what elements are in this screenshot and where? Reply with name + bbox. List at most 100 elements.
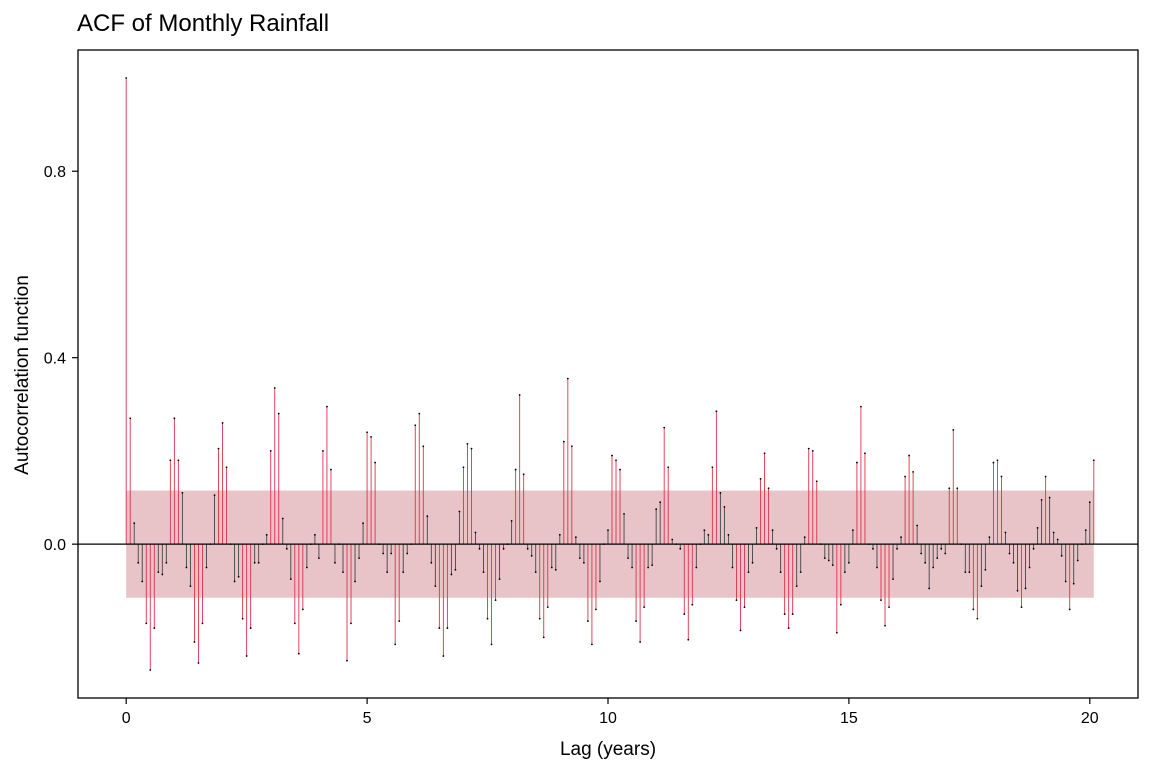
- acf-point: [233, 580, 236, 583]
- chart-title: ACF of Monthly Rainfall: [77, 10, 329, 37]
- acf-point: [510, 519, 513, 522]
- acf-point: [948, 487, 951, 490]
- acf-point: [530, 554, 533, 557]
- acf-point: [1092, 459, 1095, 462]
- acf-point: [265, 533, 268, 536]
- acf-point: [783, 613, 786, 615]
- acf-point: [623, 512, 625, 515]
- acf-point: [1068, 608, 1071, 611]
- acf-point: [1032, 547, 1035, 550]
- acf-point: [1024, 587, 1027, 590]
- acf-point: [892, 578, 894, 581]
- acf-point: [518, 394, 521, 396]
- acf-point: [474, 531, 477, 534]
- acf-point: [880, 599, 882, 602]
- acf-point: [920, 552, 923, 555]
- acf-point: [285, 547, 288, 550]
- acf-point: [558, 533, 561, 536]
- acf-point: [197, 662, 200, 664]
- acf-point: [803, 536, 806, 539]
- acf-point: [494, 599, 497, 602]
- acf-point: [940, 547, 943, 550]
- plot-frame: [77, 49, 1139, 699]
- acf-point: [1000, 475, 1003, 478]
- acf-point: [639, 641, 642, 643]
- acf-point: [566, 377, 569, 380]
- acf-point: [627, 557, 629, 560]
- acf-point: [149, 669, 152, 671]
- acf-point: [454, 568, 457, 571]
- acf-point: [799, 571, 802, 574]
- acf-point: [129, 417, 132, 420]
- acf-point: [864, 452, 866, 455]
- acf-point: [1088, 501, 1091, 504]
- acf-point: [470, 447, 473, 450]
- acf-point: [193, 641, 196, 643]
- acf-point: [751, 561, 754, 564]
- acf-point: [759, 477, 762, 480]
- acf-point: [326, 405, 328, 408]
- acf-point: [426, 515, 429, 518]
- acf-point: [856, 461, 858, 464]
- acf-point: [305, 566, 308, 569]
- acf-point: [346, 659, 348, 662]
- acf-point: [932, 566, 935, 569]
- acf-point: [273, 387, 276, 389]
- acf-point: [237, 575, 240, 578]
- acf-point: [177, 459, 180, 462]
- acf-point: [434, 585, 437, 588]
- acf-point: [438, 627, 441, 629]
- acf-point: [655, 508, 658, 511]
- acf-point: [418, 412, 421, 415]
- x-tick-label: 20: [1081, 710, 1099, 727]
- acf-point: [924, 561, 927, 564]
- acf-point: [735, 599, 738, 602]
- acf-point: [390, 552, 393, 555]
- acf-point: [217, 447, 220, 450]
- acf-point: [542, 636, 545, 639]
- acf-point: [956, 487, 959, 490]
- acf-point: [831, 564, 834, 567]
- acf-point: [779, 571, 782, 574]
- acf-point: [281, 517, 284, 520]
- acf-point: [747, 571, 750, 574]
- acf-point: [615, 459, 617, 462]
- acf-point: [141, 580, 144, 583]
- acf-point: [651, 564, 654, 567]
- acf-point: [835, 631, 838, 634]
- acf-point: [992, 461, 995, 464]
- acf-point: [358, 557, 360, 560]
- acf-point: [406, 552, 409, 555]
- x-tick-label: 0: [122, 710, 131, 727]
- acf-point: [984, 568, 987, 571]
- acf-point: [446, 627, 449, 629]
- acf-point: [703, 529, 706, 532]
- acf-point: [1052, 531, 1055, 534]
- acf-point: [928, 587, 931, 590]
- acf-point: [137, 561, 140, 564]
- x-axis: 0 5 10 15 20: [122, 698, 1099, 727]
- acf-point: [578, 557, 581, 560]
- acf-point: [944, 552, 947, 555]
- acf-point: [301, 608, 304, 611]
- acf-point: [486, 617, 489, 620]
- acf-point: [884, 624, 886, 627]
- x-axis-label: Lag (years): [560, 739, 656, 760]
- acf-point: [996, 459, 999, 462]
- acf-point: [611, 454, 613, 457]
- acf-point: [205, 566, 208, 569]
- acf-point: [546, 606, 549, 608]
- acf-point: [980, 585, 983, 588]
- acf-point: [145, 622, 148, 625]
- y-axis-label: Autocorrelation function: [12, 275, 33, 475]
- acf-point: [739, 629, 742, 632]
- acf-point: [165, 561, 168, 564]
- acf-point: [185, 566, 188, 569]
- acf-point: [414, 424, 417, 427]
- acf-point: [318, 557, 320, 560]
- acf-point: [860, 405, 862, 408]
- acf-point: [374, 461, 377, 464]
- acf-point: [181, 491, 184, 494]
- acf-point: [787, 627, 790, 629]
- acf-point: [253, 561, 256, 564]
